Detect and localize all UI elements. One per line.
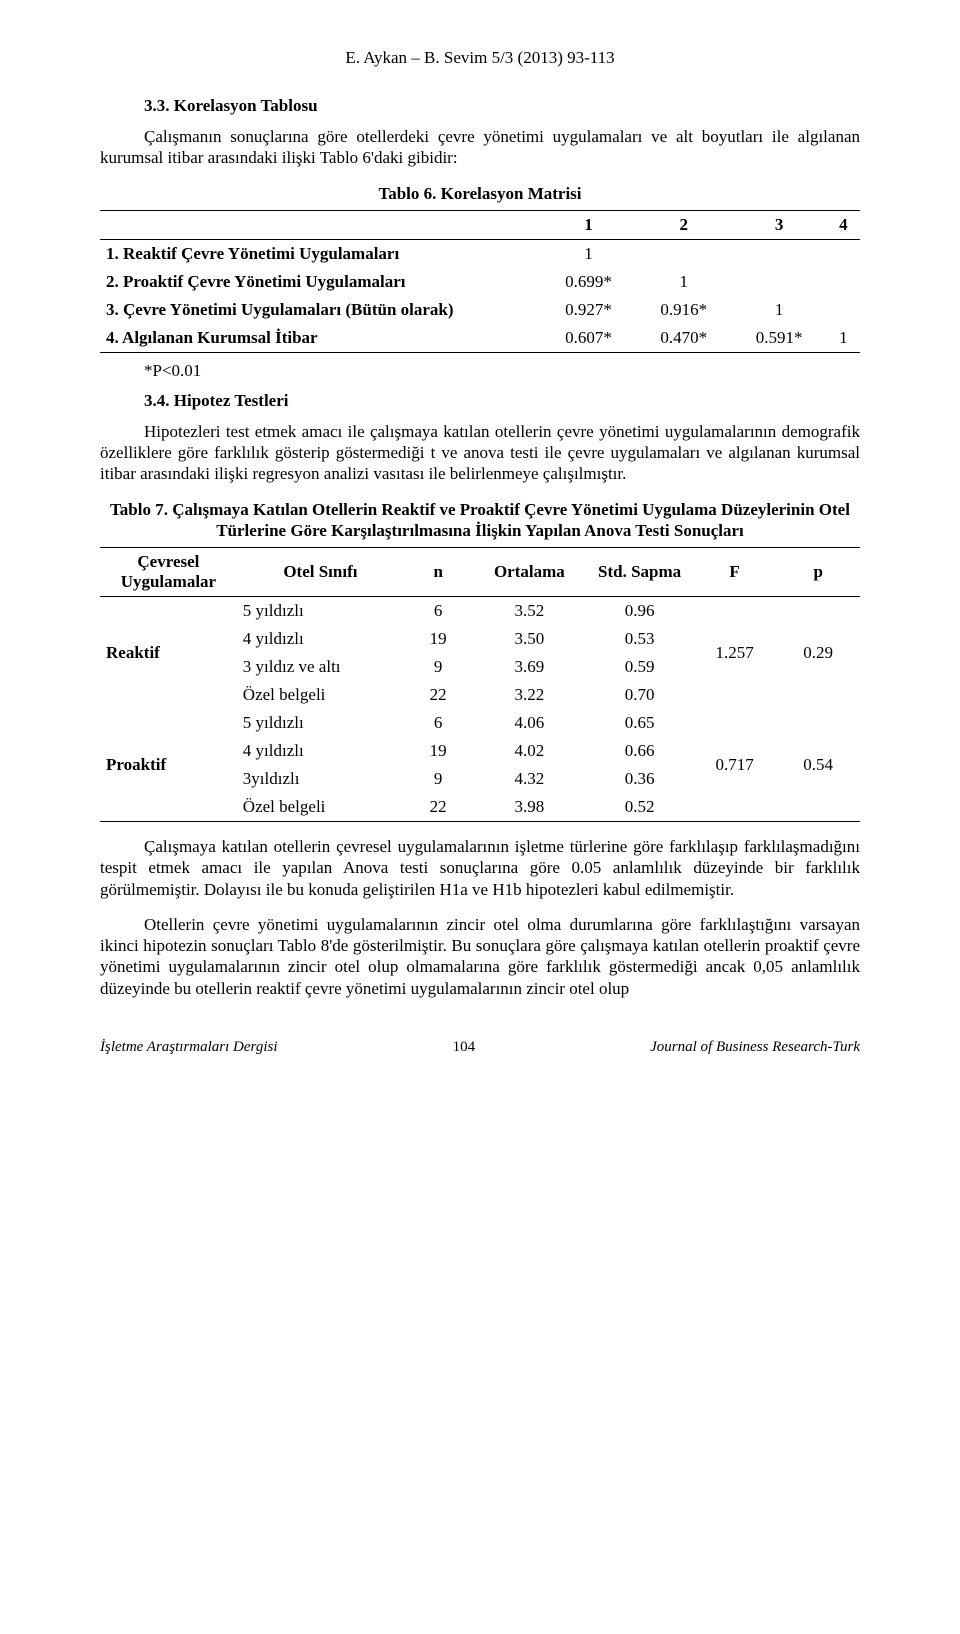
t6-cell bbox=[731, 268, 826, 296]
t7-cat: 5 yıldızlı bbox=[237, 597, 404, 626]
footer-left: İşletme Araştırmaları Dergisi bbox=[100, 1039, 278, 1056]
t7-n: 6 bbox=[404, 709, 472, 737]
t7-mean: 3.98 bbox=[472, 793, 586, 822]
t7-mean: 3.22 bbox=[472, 681, 586, 709]
t6-col-1: 1 bbox=[541, 210, 636, 239]
table-6: 1 2 3 4 1. Reaktif Çevre Yönetimi Uygula… bbox=[100, 210, 860, 353]
t6-row-label: 3. Çevre Yönetimi Uygulamaları (Bütün ol… bbox=[100, 296, 541, 324]
t7-cat: Özel belgeli bbox=[237, 793, 404, 822]
t7-mean: 3.50 bbox=[472, 625, 586, 653]
section-3-3-heading: 3.3. Korelasyon Tablosu bbox=[100, 96, 860, 116]
t6-cell bbox=[827, 239, 860, 268]
t6-cell: 1 bbox=[541, 239, 636, 268]
t6-cell bbox=[827, 268, 860, 296]
t6-cell bbox=[827, 296, 860, 324]
t7-mean: 3.52 bbox=[472, 597, 586, 626]
t7-mean: 4.02 bbox=[472, 737, 586, 765]
t7-p: 0.29 bbox=[776, 597, 860, 710]
t7-col-4: Std. Sapma bbox=[586, 548, 692, 597]
table-7-title: Tablo 7. Çalışmaya Katılan Otellerin Rea… bbox=[100, 499, 860, 542]
t7-n: 9 bbox=[404, 653, 472, 681]
t7-cat: 4 yıldızlı bbox=[237, 737, 404, 765]
section-3-4-heading: 3.4. Hipotez Testleri bbox=[100, 391, 860, 411]
t7-n: 19 bbox=[404, 737, 472, 765]
closing-para-1: Çalışmaya katılan otellerin çevresel uyg… bbox=[100, 836, 860, 900]
t6-cell: 0.699* bbox=[541, 268, 636, 296]
t7-n: 22 bbox=[404, 681, 472, 709]
footer-page-number: 104 bbox=[453, 1039, 476, 1056]
t7-sd: 0.52 bbox=[586, 793, 692, 822]
footer-right: Journal of Business Research-Turk bbox=[650, 1039, 860, 1056]
t6-cell: 0.607* bbox=[541, 324, 636, 353]
t6-cell bbox=[636, 239, 731, 268]
t7-col-5: F bbox=[693, 548, 777, 597]
t7-sd: 0.36 bbox=[586, 765, 692, 793]
t7-sd: 0.59 bbox=[586, 653, 692, 681]
t6-col-3: 3 bbox=[731, 210, 826, 239]
t7-col-0: Çevresel Uygulamalar bbox=[100, 548, 237, 597]
t7-group-label: Proaktif bbox=[100, 709, 237, 822]
t7-sd: 0.65 bbox=[586, 709, 692, 737]
t7-sd: 0.96 bbox=[586, 597, 692, 626]
t7-n: 19 bbox=[404, 625, 472, 653]
t7-p: 0.54 bbox=[776, 709, 860, 822]
t6-cell bbox=[731, 239, 826, 268]
t7-sd: 0.66 bbox=[586, 737, 692, 765]
t7-cat: 5 yıldızlı bbox=[237, 709, 404, 737]
t7-n: 22 bbox=[404, 793, 472, 822]
t7-n: 6 bbox=[404, 597, 472, 626]
t7-cat: 4 yıldızlı bbox=[237, 625, 404, 653]
section-3-3-para: Çalışmanın sonuçlarına göre otellerdeki … bbox=[100, 126, 860, 169]
table-6-pnote: *P<0.01 bbox=[100, 361, 860, 381]
t7-col-6: p bbox=[776, 548, 860, 597]
t7-cat: 3yıldızlı bbox=[237, 765, 404, 793]
t7-mean: 4.06 bbox=[472, 709, 586, 737]
t6-cell: 0.470* bbox=[636, 324, 731, 353]
t6-row-label: 2. Proaktif Çevre Yönetimi Uygulamaları bbox=[100, 268, 541, 296]
t7-sd: 0.53 bbox=[586, 625, 692, 653]
table-6-title: Tablo 6. Korelasyon Matrisi bbox=[100, 183, 860, 204]
t7-cat: 3 yıldız ve altı bbox=[237, 653, 404, 681]
t6-col-4: 4 bbox=[827, 210, 860, 239]
t6-row-label: 1. Reaktif Çevre Yönetimi Uygulamaları bbox=[100, 239, 541, 268]
table-7: Çevresel Uygulamalar Otel Sınıfı n Ortal… bbox=[100, 547, 860, 822]
t6-cell: 1 bbox=[827, 324, 860, 353]
t7-col-3: Ortalama bbox=[472, 548, 586, 597]
t7-f: 1.257 bbox=[693, 597, 777, 710]
closing-para-2: Otellerin çevre yönetimi uygulamalarının… bbox=[100, 914, 860, 999]
t7-sd: 0.70 bbox=[586, 681, 692, 709]
t7-cat: Özel belgeli bbox=[237, 681, 404, 709]
t6-cell: 1 bbox=[636, 268, 731, 296]
t7-n: 9 bbox=[404, 765, 472, 793]
t6-row-label: 4. Algılanan Kurumsal İtibar bbox=[100, 324, 541, 353]
t6-cell: 0.591* bbox=[731, 324, 826, 353]
t7-col-2: n bbox=[404, 548, 472, 597]
t6-cell: 1 bbox=[731, 296, 826, 324]
section-3-4-para: Hipotezleri test etmek amacı ile çalışma… bbox=[100, 421, 860, 485]
t6-cell: 0.916* bbox=[636, 296, 731, 324]
t6-col-2: 2 bbox=[636, 210, 731, 239]
running-header: E. Aykan – B. Sevim 5/3 (2013) 93-113 bbox=[100, 48, 860, 68]
t7-f: 0.717 bbox=[693, 709, 777, 822]
t7-mean: 4.32 bbox=[472, 765, 586, 793]
t6-cell: 0.927* bbox=[541, 296, 636, 324]
page-footer: İşletme Araştırmaları Dergisi 104 Journa… bbox=[100, 1039, 860, 1056]
t7-mean: 3.69 bbox=[472, 653, 586, 681]
t7-group-label: Reaktif bbox=[100, 597, 237, 710]
t7-col-1: Otel Sınıfı bbox=[237, 548, 404, 597]
